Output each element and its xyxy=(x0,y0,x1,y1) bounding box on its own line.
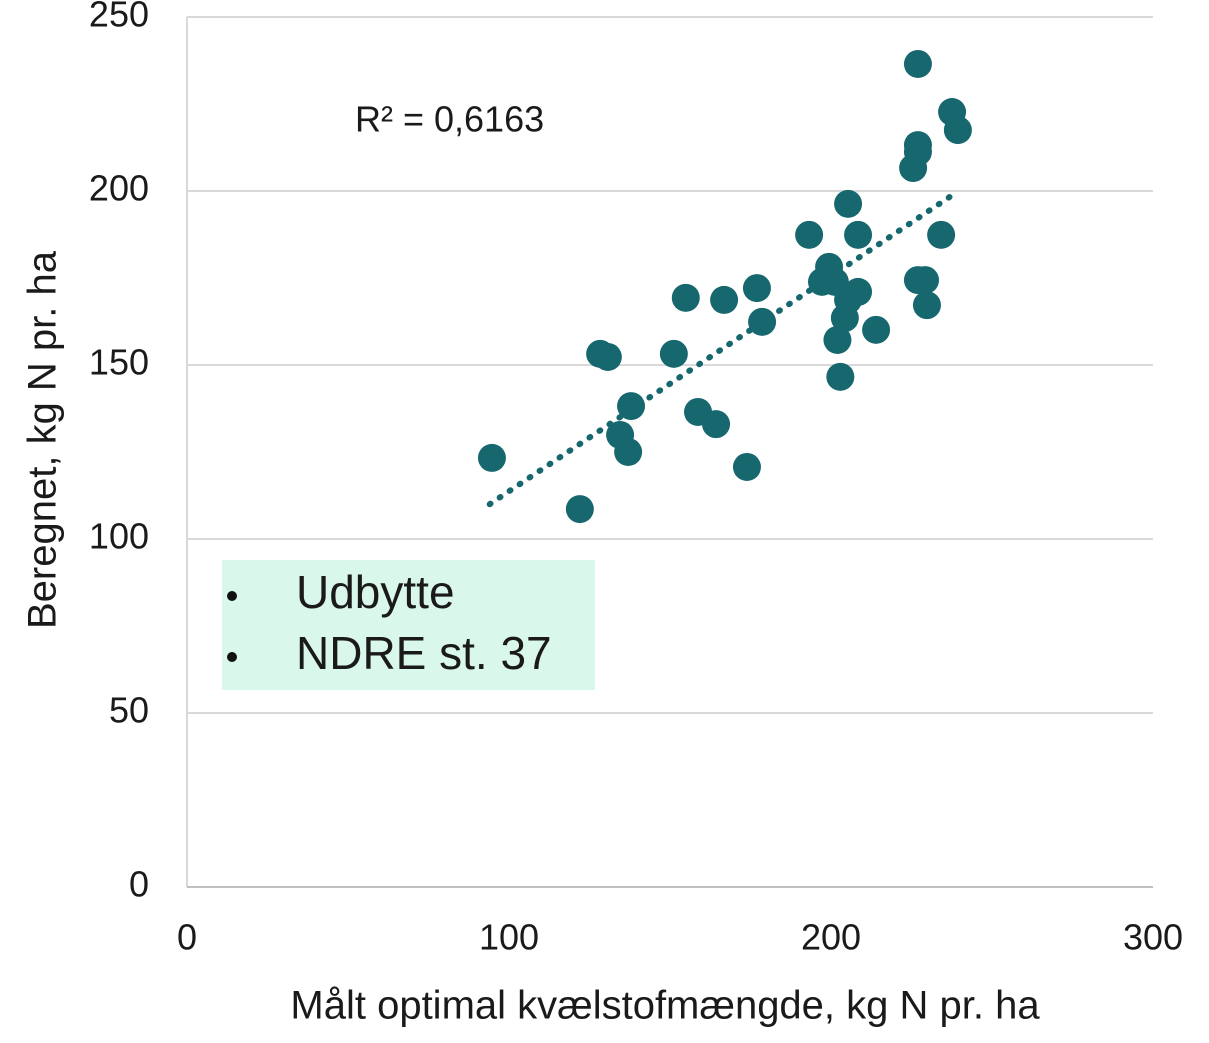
bullet xyxy=(227,652,237,662)
point xyxy=(710,285,739,314)
point xyxy=(795,220,824,249)
point xyxy=(830,304,859,333)
x-tick-label: 200 xyxy=(801,917,861,958)
point xyxy=(671,283,700,312)
point xyxy=(477,443,506,472)
point xyxy=(742,274,771,303)
r-squared: R² = 0,6163 xyxy=(355,99,544,140)
legend-item: NDRE st. 37 xyxy=(296,627,552,679)
y-axis-label: Beregnet, kg N pr. ha xyxy=(21,250,65,629)
x-tick-label: 0 xyxy=(177,917,197,958)
point xyxy=(659,339,688,368)
point xyxy=(732,452,761,481)
y-tick-label: 0 xyxy=(129,864,149,905)
point xyxy=(565,495,594,524)
point xyxy=(826,362,855,391)
y-tick-label: 100 xyxy=(89,516,149,557)
point xyxy=(702,410,731,439)
trendline xyxy=(486,191,957,508)
point xyxy=(834,189,863,218)
y-tick-label: 200 xyxy=(89,168,149,209)
point xyxy=(844,220,873,249)
point xyxy=(912,291,941,320)
point xyxy=(927,220,956,249)
y-tick-label: 250 xyxy=(89,0,149,35)
legend-item: Udbytte xyxy=(296,566,455,618)
point xyxy=(862,315,891,344)
point xyxy=(911,266,940,295)
y-tick-label: 150 xyxy=(89,342,149,383)
legend-box xyxy=(222,560,595,690)
x-tick-label: 100 xyxy=(479,917,539,958)
point xyxy=(903,49,932,78)
point xyxy=(943,116,972,145)
point xyxy=(593,342,622,371)
point xyxy=(617,392,646,421)
point xyxy=(823,325,852,354)
point xyxy=(899,154,928,183)
point xyxy=(614,438,643,466)
y-tick-label: 50 xyxy=(109,690,149,731)
bullet xyxy=(227,591,237,601)
x-axis-label: Målt optimal kvælstofmængde, kg N pr. ha xyxy=(290,984,1040,1028)
x-tick-label: 300 xyxy=(1123,917,1183,958)
